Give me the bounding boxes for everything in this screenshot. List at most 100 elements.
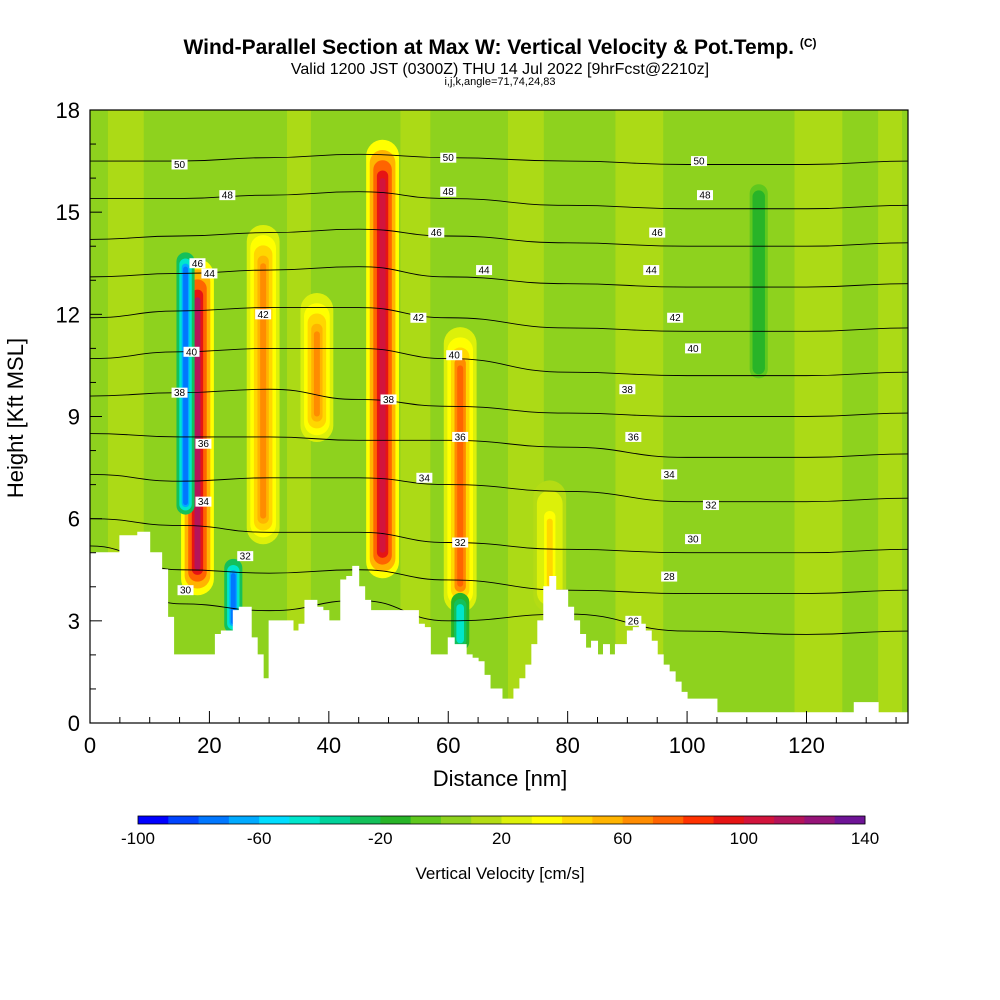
colorbar-swatch: [380, 816, 412, 824]
colorbar-tick-label: 140: [851, 829, 879, 848]
isentrope-line: [90, 545, 908, 595]
contour-label-bg: [195, 496, 212, 507]
colorbar-tick-label: -60: [247, 829, 272, 848]
contour-label-text: 28: [664, 572, 676, 583]
colorbar-swatch: [319, 816, 351, 824]
downdraft-core: [457, 607, 463, 642]
isentrope-line: [90, 228, 908, 247]
colorbar-swatch: [713, 816, 745, 824]
field-band: [878, 110, 903, 723]
contour-label: 40: [685, 343, 702, 355]
x-tick-label: 20: [197, 733, 221, 758]
contour-label: 40: [183, 346, 200, 358]
contour-label-text: 42: [413, 313, 425, 324]
contour-label-text: 34: [419, 473, 431, 484]
contour-label-bg: [702, 500, 719, 511]
contour-label-bg: [255, 309, 272, 320]
contour-label-text: 44: [646, 266, 658, 277]
contour-label-text: 42: [258, 310, 270, 321]
contour-label-bg: [171, 387, 188, 398]
colorbar-swatch: [138, 816, 169, 824]
contour-label-bg: [691, 156, 708, 167]
contour-label-bg: [440, 152, 457, 163]
contour-label-bg: [643, 265, 660, 276]
downdraft-core: [756, 198, 762, 369]
contour-label-bg: [476, 265, 493, 276]
colorbar-swatch: [259, 816, 290, 824]
contour-label-text: 50: [693, 157, 705, 168]
contour-label-text: 46: [652, 228, 664, 239]
chart-title: Wind-Parallel Section at Max W: Vertical…: [0, 36, 1000, 60]
colorbar-swatch: [774, 816, 805, 824]
contour-label: 34: [661, 469, 678, 481]
contour-label: 38: [171, 387, 188, 399]
isentrope-line: [90, 191, 908, 210]
contour-label-text: 40: [186, 347, 198, 358]
colorbar-label: Vertical Velocity [cm/s]: [415, 864, 585, 883]
contour-label-bg: [661, 571, 678, 582]
contour-label-bg: [380, 394, 397, 405]
downdraft-core: [183, 266, 188, 506]
colorbar-swatch: [622, 816, 654, 824]
contour-label: 50: [691, 156, 708, 168]
contour-label: 42: [410, 312, 427, 324]
contour-label-text: 30: [180, 586, 192, 597]
contour-label-bg: [183, 346, 200, 357]
contour-label-text: 26: [628, 616, 640, 627]
colorbar-swatch: [501, 816, 533, 824]
contour-label: 44: [643, 265, 660, 277]
contour-label-text: 44: [204, 269, 216, 280]
contour-label-text: 38: [622, 385, 634, 396]
isentrope-line: [90, 433, 908, 458]
contour-label-text: 46: [192, 259, 204, 270]
updraft-core: [457, 365, 464, 587]
colorbar-swatch: [228, 816, 260, 824]
contour-label: 32: [702, 500, 719, 512]
contour-label-bg: [625, 431, 642, 442]
contour-label-text: 32: [455, 538, 467, 549]
contour-label-bg: [685, 343, 702, 354]
isentrope-line: [90, 559, 908, 635]
x-axis-label: Distance [nm]: [432, 766, 568, 791]
colorbar-tick-label: 20: [492, 829, 511, 848]
contour-label-bg: [619, 384, 636, 395]
contour-label-bg: [685, 534, 702, 545]
contour-label: 26: [625, 615, 642, 627]
x-tick-label: 60: [436, 733, 460, 758]
contour-label-bg: [667, 312, 684, 323]
contour-label-bg: [661, 469, 678, 480]
contour-label-bg: [446, 350, 463, 361]
contour-label: 30: [685, 534, 702, 546]
contour-label: 36: [195, 438, 212, 450]
updraft-core: [379, 178, 386, 553]
contour-label: 38: [619, 384, 636, 396]
updraft-core: [313, 331, 320, 417]
colorbar-swatch: [440, 816, 472, 824]
contour-label-bg: [649, 227, 666, 238]
contour-label: 32: [452, 537, 469, 549]
contour-label-bg: [189, 258, 206, 269]
isentrope-line: [90, 307, 908, 332]
contour-label: 50: [440, 152, 457, 164]
colorbar-tick-label: -20: [368, 829, 393, 848]
contour-label: 42: [255, 309, 272, 321]
x-tick-label: 80: [555, 733, 579, 758]
y-tick-label: 15: [56, 200, 80, 225]
colorbar-swatch: [350, 816, 381, 824]
contour-label-text: 40: [687, 344, 699, 355]
contour-label-text: 36: [198, 439, 210, 450]
terrain-mask: [89, 531, 909, 724]
y-tick-label: 18: [56, 98, 80, 123]
x-tick-label: 40: [317, 733, 341, 758]
y-tick-label: 3: [68, 609, 80, 634]
contour-label: 40: [446, 350, 463, 362]
contour-label-bg: [452, 537, 469, 548]
colorbar: -100 -60 -20 20 60 100 140: [121, 815, 879, 848]
chart-title-marker: (C): [799, 36, 817, 50]
contour-label-bg: [219, 190, 236, 201]
chart-subtitle-indices: i,j,k,angle=71,74,24,83: [444, 76, 556, 88]
contour-label: 28: [661, 571, 678, 583]
chart-title-text: Wind-Parallel Section at Max W: Vertical…: [183, 36, 794, 59]
